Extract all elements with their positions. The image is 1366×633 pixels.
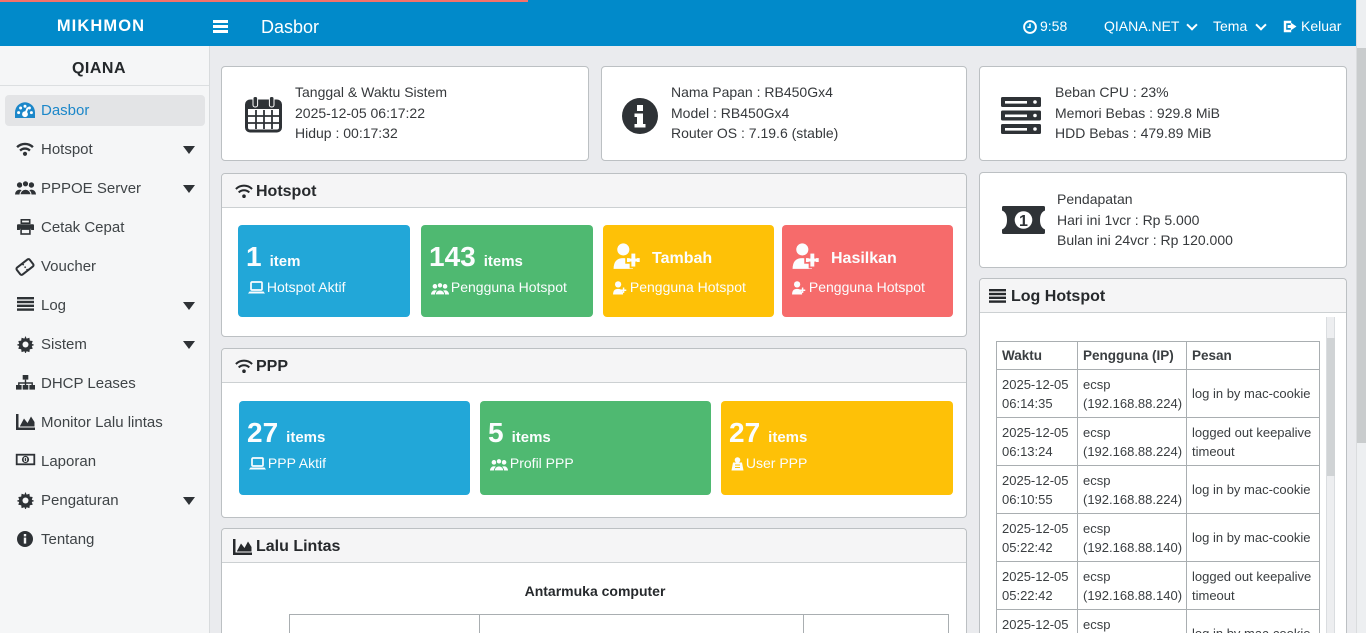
svg-text:0: 0 [23, 455, 27, 464]
svg-text:1: 1 [1019, 213, 1028, 230]
